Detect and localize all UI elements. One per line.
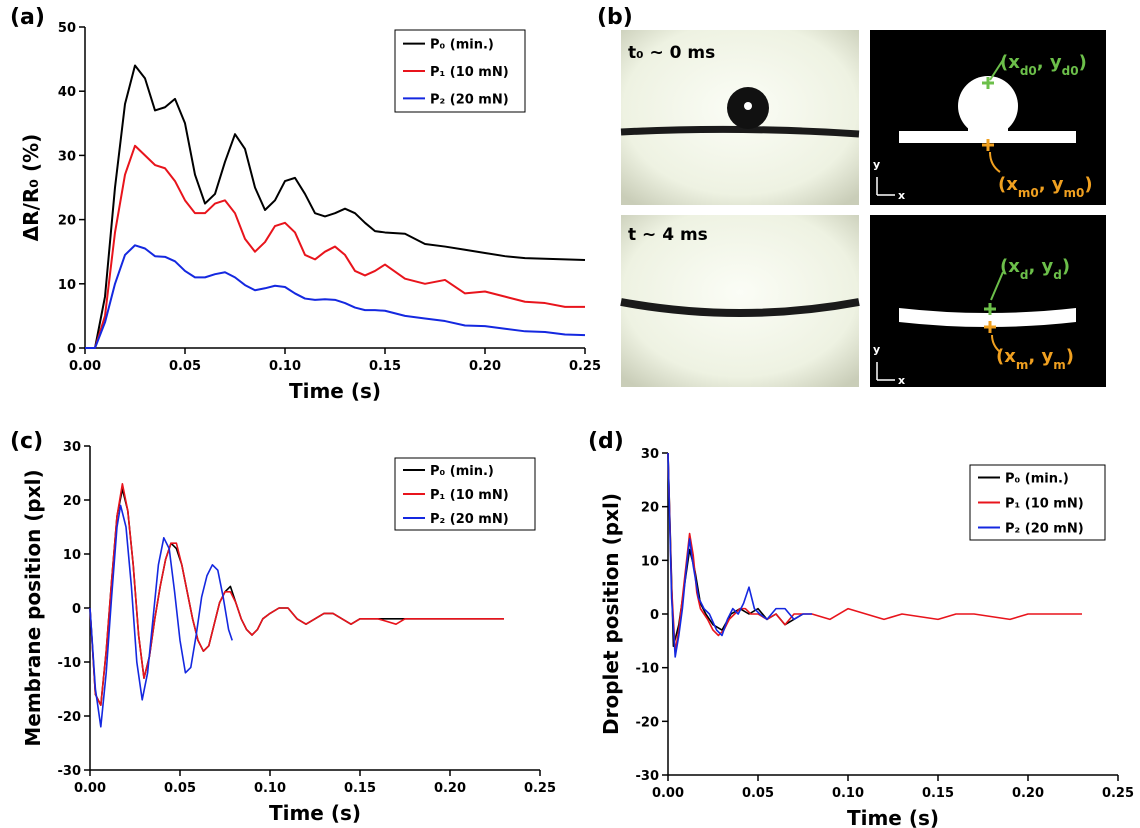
data-line — [89, 483, 504, 706]
y-tick-label: 30 — [58, 149, 76, 164]
legend-label: P₂ (20 mN) — [1005, 522, 1084, 537]
x-axis-label: Time (s) — [269, 801, 361, 825]
photo-top — [620, 30, 860, 205]
y-tick-label: -10 — [636, 662, 660, 677]
y-tick-label: 30 — [641, 447, 659, 462]
annotation-part: (x — [1000, 52, 1020, 73]
x-tick-label: 0.00 — [652, 786, 684, 801]
annotation-part: ) — [1062, 256, 1070, 277]
y-tick-label: 10 — [641, 554, 659, 569]
y-tick-label: -30 — [636, 769, 660, 784]
x-tick-label: 0.25 — [569, 359, 601, 374]
data-line — [85, 64, 586, 349]
legend-label: P₁ (10 mN) — [1005, 497, 1084, 512]
y-tick-label: 0 — [650, 608, 659, 623]
point-annotation: (xd0, yd0) — [1000, 52, 1087, 78]
axis-y-indicator: y — [873, 343, 880, 356]
x-axis-label: Time (s) — [289, 379, 381, 403]
x-tick-label: 0.15 — [922, 786, 954, 801]
y-axis-label: Droplet position (pxl) — [599, 493, 623, 735]
point-annotation: (xm, ym) — [996, 346, 1074, 372]
panel-label: (c) — [10, 429, 43, 454]
y-tick-label: 20 — [641, 501, 659, 516]
legend-label: P₀ (min.) — [430, 38, 494, 53]
x-tick-label: 0.10 — [832, 786, 864, 801]
y-tick-label: 20 — [63, 494, 81, 509]
x-tick-label: 0.20 — [469, 359, 501, 374]
y-tick-label: 0 — [72, 602, 81, 617]
point-annotation: (xm0, ym0) — [998, 174, 1093, 200]
y-axis-label: Membrane position (pxl) — [21, 469, 45, 746]
annotation-part: m — [1016, 358, 1029, 372]
legend-label: P₁ (10 mN) — [430, 65, 509, 80]
x-tick-label: 0.05 — [742, 786, 774, 801]
annotation-part: , y — [1028, 256, 1053, 277]
annotation-part: m — [1053, 358, 1066, 372]
axis-y-indicator: y — [873, 158, 880, 171]
y-tick-label: 10 — [58, 278, 76, 293]
data-line — [85, 144, 585, 349]
photo-bottom — [620, 215, 860, 387]
annotation-part: d — [1020, 268, 1029, 282]
panel-label: (b) — [597, 5, 633, 30]
annotation-part: d — [1053, 268, 1062, 282]
annotation-part: , y — [1039, 174, 1064, 195]
y-tick-label: 50 — [58, 21, 76, 36]
y-tick-label: 40 — [58, 85, 76, 100]
annotation-part: , y — [1037, 52, 1062, 73]
y-tick-label: -20 — [58, 710, 82, 725]
y-tick-label: 20 — [58, 214, 76, 229]
x-tick-label: 0.10 — [269, 359, 301, 374]
annotation-part: m0 — [1064, 186, 1085, 200]
x-tick-label: 0.00 — [74, 781, 106, 796]
y-tick-label: 10 — [63, 548, 81, 563]
time-label: t₀ ~ 0 ms — [628, 43, 715, 63]
legend-label: P₂ (20 mN) — [430, 512, 509, 527]
legend-label: P₀ (min.) — [1005, 472, 1069, 487]
binary-top — [870, 30, 1106, 205]
x-tick-label: 0.00 — [69, 359, 101, 374]
annotation-part: (x — [998, 174, 1018, 195]
annotation-part: ) — [1079, 52, 1087, 73]
annotation-part: ) — [1084, 174, 1092, 195]
legend-label: P₁ (10 mN) — [430, 488, 509, 503]
point-annotation: (xd, yd) — [1000, 256, 1070, 282]
x-tick-label: 0.15 — [344, 781, 376, 796]
x-tick-label: 0.20 — [1012, 786, 1044, 801]
axis-x-indicator: x — [898, 374, 905, 387]
legend-label: P₂ (20 mN) — [430, 92, 509, 107]
annotation-part: d0 — [1062, 64, 1079, 78]
axis-x-indicator: x — [898, 189, 905, 202]
data-line — [667, 452, 812, 658]
data-line — [667, 452, 1082, 653]
y-tick-label: 0 — [67, 342, 76, 357]
x-axis-label: Time (s) — [847, 806, 939, 828]
y-tick-label: 30 — [63, 440, 81, 455]
annotation-part: , y — [1028, 346, 1053, 367]
annotation-part: m0 — [1018, 186, 1039, 200]
panel-label: (a) — [10, 5, 45, 30]
annotation-part: (x — [996, 346, 1016, 367]
y-tick-label: -30 — [58, 764, 82, 779]
y-tick-label: -10 — [58, 656, 82, 671]
y-tick-label: -20 — [636, 715, 660, 730]
y-axis-label: ΔR/R₀ (%) — [19, 134, 43, 242]
x-tick-label: 0.15 — [369, 359, 401, 374]
x-tick-label: 0.25 — [1102, 786, 1134, 801]
x-tick-label: 0.05 — [164, 781, 196, 796]
legend-label: P₀ (min.) — [430, 464, 494, 479]
data-line — [85, 244, 586, 349]
x-tick-label: 0.20 — [434, 781, 466, 796]
annotation-part: ) — [1066, 346, 1074, 367]
annotation-part: d0 — [1020, 64, 1037, 78]
x-tick-label: 0.05 — [169, 359, 201, 374]
binary-bottom — [870, 215, 1106, 387]
x-tick-label: 0.25 — [524, 781, 556, 796]
panel-label: (d) — [588, 429, 624, 454]
data-line — [89, 504, 233, 728]
x-tick-label: 0.10 — [254, 781, 286, 796]
time-label: t ~ 4 ms — [628, 225, 708, 245]
annotation-part: (x — [1000, 256, 1020, 277]
